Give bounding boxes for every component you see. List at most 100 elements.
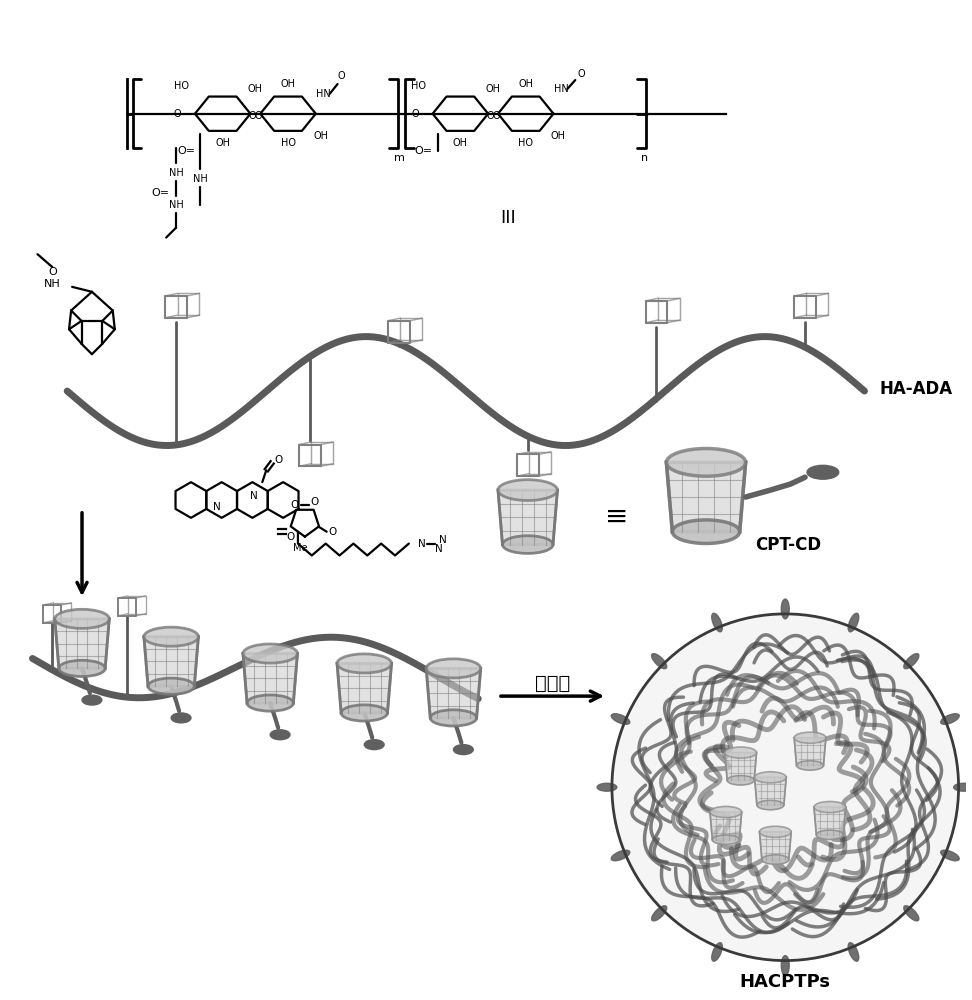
Ellipse shape bbox=[757, 800, 783, 810]
Ellipse shape bbox=[712, 613, 722, 632]
Text: OH: OH bbox=[313, 131, 329, 141]
Text: ≡: ≡ bbox=[606, 503, 629, 531]
Text: HO: HO bbox=[411, 81, 427, 91]
Ellipse shape bbox=[849, 943, 858, 961]
Polygon shape bbox=[667, 462, 746, 532]
Polygon shape bbox=[759, 832, 791, 860]
Ellipse shape bbox=[727, 776, 754, 785]
Text: HA-ADA: HA-ADA bbox=[880, 380, 953, 398]
Ellipse shape bbox=[59, 660, 105, 676]
Ellipse shape bbox=[941, 850, 959, 861]
Text: O: O bbox=[329, 527, 336, 537]
Text: N: N bbox=[438, 535, 446, 545]
Polygon shape bbox=[54, 619, 109, 668]
Text: O=: O= bbox=[177, 146, 195, 156]
Ellipse shape bbox=[144, 627, 198, 646]
Ellipse shape bbox=[341, 705, 388, 721]
Polygon shape bbox=[794, 738, 826, 765]
Text: O: O bbox=[291, 500, 299, 510]
Text: OH: OH bbox=[453, 138, 468, 148]
Ellipse shape bbox=[904, 906, 919, 921]
Ellipse shape bbox=[712, 835, 740, 844]
Ellipse shape bbox=[796, 761, 823, 770]
Text: NH: NH bbox=[169, 168, 184, 178]
Text: OH: OH bbox=[518, 79, 534, 89]
Ellipse shape bbox=[794, 732, 826, 743]
Text: HO: HO bbox=[174, 81, 189, 91]
Polygon shape bbox=[426, 668, 481, 718]
Text: N: N bbox=[251, 491, 259, 501]
Text: O=: O= bbox=[415, 146, 433, 156]
Text: O: O bbox=[311, 497, 319, 507]
Ellipse shape bbox=[148, 678, 194, 694]
Text: n: n bbox=[642, 153, 648, 163]
Text: O=: O= bbox=[152, 188, 169, 198]
Polygon shape bbox=[710, 812, 742, 840]
Ellipse shape bbox=[431, 710, 476, 726]
Text: O: O bbox=[48, 267, 56, 277]
Ellipse shape bbox=[710, 806, 742, 818]
Text: O: O bbox=[274, 455, 282, 465]
Polygon shape bbox=[144, 637, 198, 686]
Polygon shape bbox=[243, 654, 297, 703]
Ellipse shape bbox=[849, 613, 858, 632]
Polygon shape bbox=[725, 753, 756, 780]
Text: N: N bbox=[418, 539, 426, 549]
Text: NH: NH bbox=[44, 279, 60, 289]
Text: OH: OH bbox=[281, 79, 295, 89]
Ellipse shape bbox=[597, 783, 617, 791]
Text: O: O bbox=[486, 111, 494, 121]
Ellipse shape bbox=[759, 826, 791, 837]
Ellipse shape bbox=[954, 783, 972, 791]
Text: HN: HN bbox=[316, 89, 331, 99]
Ellipse shape bbox=[762, 855, 789, 864]
Text: NH: NH bbox=[192, 174, 207, 184]
Polygon shape bbox=[814, 807, 846, 835]
Polygon shape bbox=[498, 490, 558, 545]
Ellipse shape bbox=[82, 695, 102, 705]
Ellipse shape bbox=[171, 713, 191, 723]
Ellipse shape bbox=[781, 599, 789, 619]
Ellipse shape bbox=[611, 714, 630, 724]
Ellipse shape bbox=[503, 536, 553, 553]
Text: Me: Me bbox=[293, 543, 307, 553]
Ellipse shape bbox=[426, 659, 481, 678]
Text: III: III bbox=[500, 209, 516, 227]
Ellipse shape bbox=[667, 448, 746, 476]
Ellipse shape bbox=[243, 644, 297, 663]
Ellipse shape bbox=[725, 747, 756, 758]
Text: HO: HO bbox=[518, 138, 534, 148]
Ellipse shape bbox=[754, 772, 786, 783]
Ellipse shape bbox=[904, 654, 919, 669]
Polygon shape bbox=[337, 663, 392, 713]
Text: OH: OH bbox=[215, 138, 230, 148]
Ellipse shape bbox=[611, 850, 630, 861]
Text: O: O bbox=[255, 111, 262, 121]
Ellipse shape bbox=[673, 520, 740, 543]
Text: OH: OH bbox=[248, 84, 262, 94]
Ellipse shape bbox=[816, 830, 844, 839]
Ellipse shape bbox=[364, 740, 384, 750]
Ellipse shape bbox=[814, 801, 846, 813]
Ellipse shape bbox=[498, 480, 558, 500]
Ellipse shape bbox=[781, 956, 789, 975]
Text: HACPTPs: HACPTPs bbox=[740, 973, 831, 991]
Ellipse shape bbox=[651, 654, 667, 669]
Ellipse shape bbox=[270, 730, 290, 740]
Ellipse shape bbox=[941, 714, 959, 724]
Text: O: O bbox=[577, 69, 585, 79]
Text: O: O bbox=[492, 111, 500, 121]
Text: NH: NH bbox=[169, 200, 184, 210]
Text: OH: OH bbox=[486, 84, 501, 94]
Text: OH: OH bbox=[551, 131, 566, 141]
Text: HO: HO bbox=[281, 138, 295, 148]
Text: m: m bbox=[394, 153, 404, 163]
Ellipse shape bbox=[54, 609, 109, 628]
Text: HN: HN bbox=[554, 84, 569, 94]
Text: O: O bbox=[286, 532, 295, 542]
Polygon shape bbox=[754, 777, 786, 805]
Circle shape bbox=[612, 614, 958, 961]
Text: 自组装: 自组装 bbox=[535, 674, 571, 693]
Ellipse shape bbox=[337, 654, 392, 673]
Text: N: N bbox=[213, 502, 221, 512]
